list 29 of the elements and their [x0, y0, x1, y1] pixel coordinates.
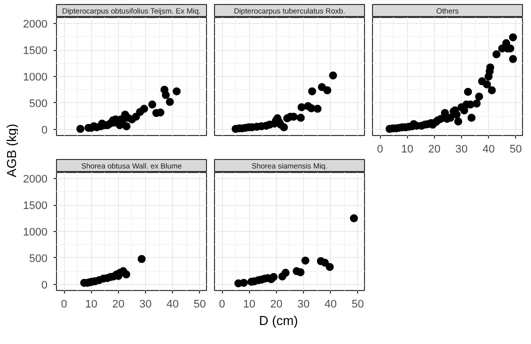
x-tick-label: 0 — [219, 298, 226, 310]
x-tick-label: 30 — [297, 298, 310, 310]
x-tick-label: 50 — [352, 298, 364, 310]
x-tick-label: 30 — [139, 298, 152, 310]
y-tick-label: 1500 — [23, 200, 48, 212]
y-tick-label: 1000 — [23, 226, 48, 238]
y-tick-label: 500 — [29, 252, 48, 265]
x-tick-label: 50 — [510, 144, 522, 156]
x-tick-label: 50 — [194, 298, 206, 310]
x-tick-label: 40 — [324, 298, 337, 310]
x-axis-title: D (cm) — [259, 313, 298, 328]
y-tick-label: 500 — [29, 98, 48, 110]
y-tick-label: 0 — [41, 124, 48, 136]
x-tick-label: 40 — [482, 144, 495, 156]
y-tick-label: 1000 — [23, 72, 48, 84]
x-tick-label: 10 — [85, 298, 98, 310]
y-tick-label: 2000 — [23, 174, 48, 186]
x-tick-label: 10 — [243, 298, 256, 310]
x-tick-label: 40 — [166, 298, 179, 310]
x-tick-label: 10 — [401, 144, 414, 156]
x-tick-label: 0 — [61, 298, 68, 310]
x-tick-label: 20 — [270, 298, 282, 310]
x-tick-label: 30 — [455, 144, 468, 156]
y-tick-label: 2000 — [23, 18, 48, 31]
x-tick-label: 0 — [377, 144, 384, 156]
y-tick-label: 0 — [41, 279, 48, 292]
x-tick-label: 20 — [112, 298, 124, 310]
x-tick-label: 20 — [428, 144, 440, 156]
y-tick-label: 1500 — [23, 45, 48, 58]
